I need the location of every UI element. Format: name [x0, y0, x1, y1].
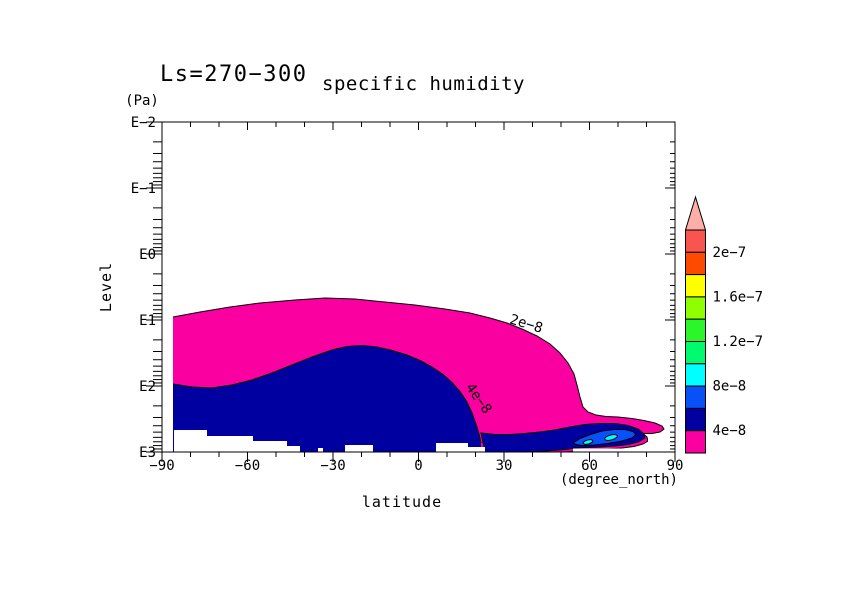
terrain-step	[468, 447, 485, 452]
colorbar-overflow-triangle	[684, 195, 707, 231]
colorbar-cell	[685, 318, 706, 343]
colorbar-cell	[685, 363, 706, 387]
colorbar: 2e−7 1.6e−7 1.2e−7 8e−8 4e−8	[684, 195, 764, 454]
contour-line-4e-8	[172, 344, 482, 444]
y-tick-label: E0	[139, 247, 156, 263]
colorbar-cell	[685, 229, 706, 253]
axis-frame-and-ticks	[146, 121, 676, 462]
terrain-step	[253, 441, 287, 452]
terrain-step	[174, 430, 207, 452]
colorbar-label: 1.2e−7	[713, 334, 764, 350]
colorbar-label: 2e−7	[713, 245, 747, 261]
colorbar-label: 1.6e−7	[713, 289, 764, 305]
y-tick-label: E−1	[131, 181, 156, 197]
region-humidity-ge-4e-8-main	[173, 345, 481, 452]
y-tick-label: E3	[139, 445, 156, 461]
region-humidity-ge-8e-8-spot-east	[604, 434, 618, 441]
x-tick-label: −60	[235, 458, 260, 474]
region-humidity-ge-8e-8-spot-west	[582, 439, 594, 445]
x-tick-label: 0	[414, 458, 422, 474]
y-axis-unit-label: (Pa)	[125, 93, 159, 109]
colorbar-cell	[685, 430, 706, 454]
terrain-step	[207, 436, 253, 452]
x-axis-label: latitude	[362, 493, 442, 511]
colorbar-cell	[685, 385, 706, 409]
y-tick-label: E1	[139, 313, 156, 329]
y-tick-labels: E−2 E−1 E0 E1 E2 E3	[131, 115, 156, 461]
colorbar-cell	[685, 407, 706, 432]
y-tick-label: E2	[139, 379, 156, 395]
terrain-step	[648, 435, 675, 452]
terrain-mask	[174, 430, 675, 452]
colorbar-cell	[685, 251, 706, 276]
colorbar-cell	[685, 296, 706, 320]
colorbar-label: 8e−8	[713, 379, 747, 395]
x-tick-label: 60	[581, 458, 598, 474]
x-tick-label: 30	[496, 458, 513, 474]
terrain-step	[436, 443, 468, 452]
terrain-step	[573, 448, 641, 452]
terrain-step	[345, 445, 373, 452]
colorbar-cell	[685, 274, 706, 298]
x-tick-labels: −90 −60 −30 0 30 60 90	[149, 458, 683, 474]
x-axis-unit-label: (degree_north)	[560, 472, 678, 488]
x-tick-label: 90	[667, 458, 684, 474]
colorbar-cell	[685, 341, 706, 365]
terrain-step	[287, 446, 300, 452]
contour-regions	[172, 297, 665, 453]
plot-title-season: Ls=270−300	[160, 62, 307, 87]
x-tick-label: −30	[320, 458, 345, 474]
y-axis-label: Level	[97, 262, 115, 312]
colorbar-label: 4e−8	[713, 423, 747, 439]
x-tick-label: −90	[149, 458, 174, 474]
plot-title-variable: specific humidity	[322, 73, 525, 95]
y-tick-label: E−2	[131, 115, 156, 131]
terrain-step	[318, 448, 323, 452]
